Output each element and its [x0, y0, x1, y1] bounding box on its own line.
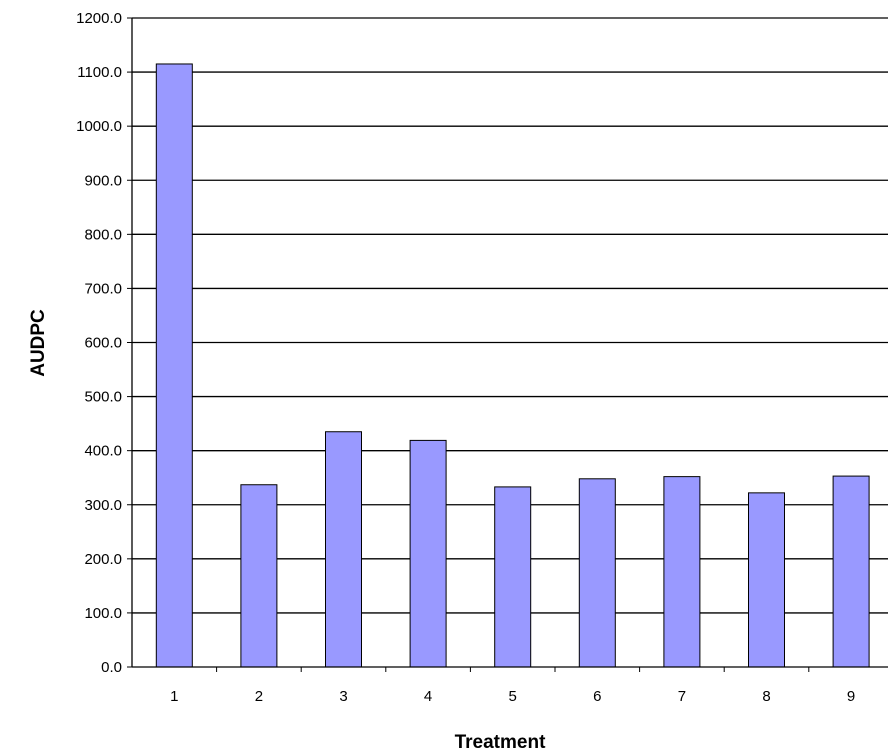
bar-5: [494, 486, 532, 668]
bar-3: [325, 431, 362, 668]
y-tick-label: 900.0: [84, 172, 122, 189]
x-tick-labels: 1 2 3 4 5 6 7 8 9: [170, 688, 855, 705]
y-axis-title: AUDPC: [28, 309, 49, 377]
bar-9: [832, 475, 870, 668]
y-tick-label: 0.0: [101, 659, 122, 676]
x-tick-label: 3: [339, 688, 347, 705]
y-tick-label: 700.0: [84, 280, 122, 297]
bar-1: [155, 63, 193, 668]
y-tick-label: 100.0: [84, 605, 122, 622]
y-tick-label: 1100.0: [77, 64, 122, 81]
x-tick-label: 8: [762, 688, 770, 705]
y-tick-label: 300.0: [84, 497, 122, 514]
y-tick-label: 800.0: [84, 226, 122, 243]
y-tick-label: 600.0: [84, 335, 122, 352]
x-tick-label: 2: [255, 688, 263, 705]
bars: [155, 63, 870, 668]
x-axis-title: Treatment: [455, 732, 546, 753]
x-tick-label: 7: [678, 688, 686, 705]
y-tick-label: 1000.0: [76, 118, 122, 135]
bar-6: [578, 478, 616, 668]
x-tick-label: 6: [593, 688, 601, 705]
y-tick-label: 200.0: [84, 551, 122, 568]
x-tick-label: 4: [424, 688, 432, 705]
bar-7: [663, 476, 701, 668]
x-tick-label: 1: [170, 688, 178, 705]
y-tick-label: 500.0: [84, 389, 122, 406]
x-tick-label: 9: [847, 688, 855, 705]
bar-8: [748, 492, 785, 668]
bar-4: [409, 439, 447, 668]
bar-2: [240, 484, 278, 668]
y-tick-label: 400.0: [84, 443, 122, 460]
y-tick-label: 1200.0: [76, 10, 122, 27]
x-tick-label: 5: [509, 688, 517, 705]
y-tick-labels: 0.0 100.0 200.0 300.0 400.0 500.0 600.0 700.0 80…: [76, 10, 122, 676]
axes: [127, 17, 888, 672]
